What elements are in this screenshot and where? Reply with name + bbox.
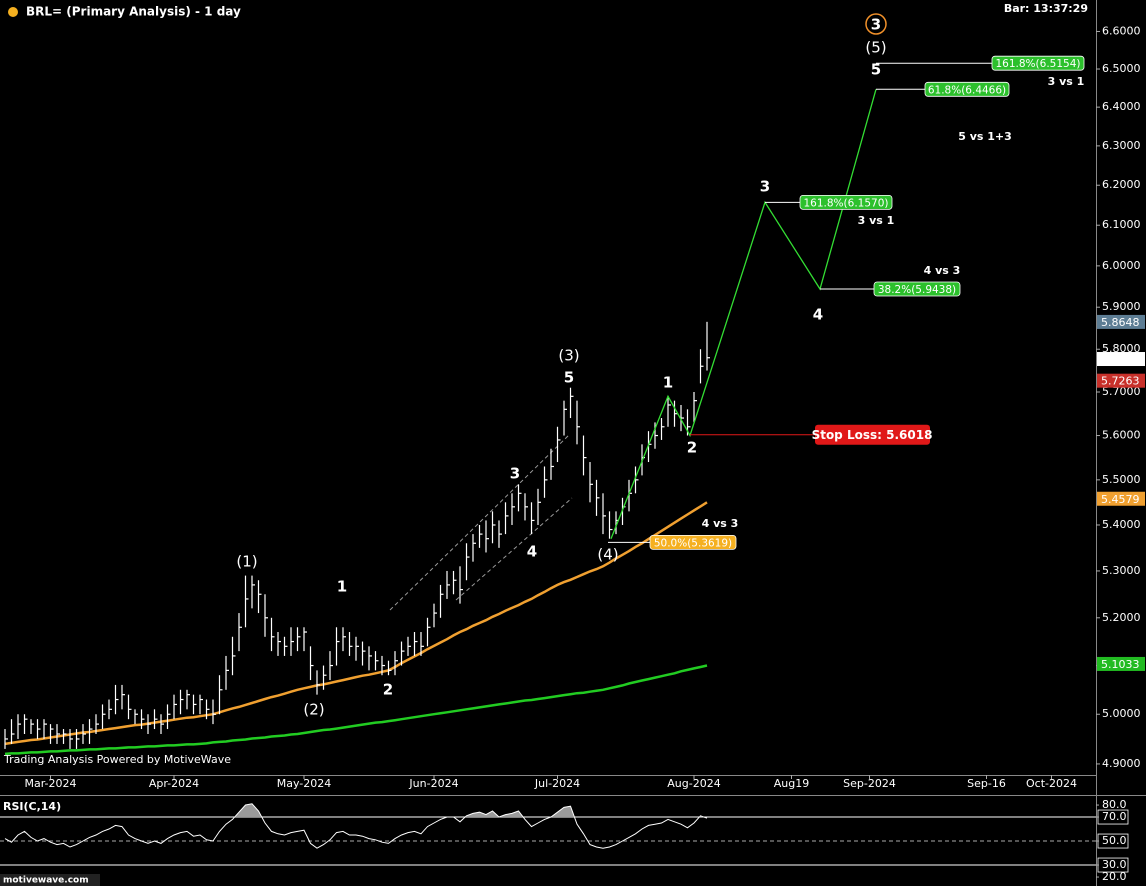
y-tick-label: 5.7000	[1102, 385, 1141, 398]
chart-title: BRL= (Primary Analysis) - 1 day	[26, 5, 241, 19]
fib-note: 4 vs 3	[702, 517, 739, 530]
wave-label: (3)	[558, 347, 579, 365]
price-flag-label: 5.7263	[1101, 375, 1140, 388]
moving-average	[4, 664, 708, 756]
x-tick-label: Aug19	[774, 777, 809, 790]
fib-box	[991, 55, 1085, 71]
rsi-title: RSI(C,14)	[3, 800, 61, 813]
x-tick-label: Aug-2024	[667, 777, 720, 790]
wave-label: 4	[813, 306, 823, 324]
rsi-tick-label: 70.0	[1102, 810, 1127, 823]
x-tick-label: Oct-2024	[1026, 777, 1077, 790]
y-tick-label: 6.1000	[1102, 218, 1141, 231]
x-tick-label: Mar-2024	[24, 777, 76, 790]
fib-box	[649, 534, 737, 550]
y-tick-label: 5.0000	[1102, 707, 1141, 720]
price-flag-label: 5.1033	[1101, 658, 1140, 671]
rsi-tick-label: 80.0	[1102, 798, 1127, 811]
fib-label: 50.0%(5.3619)	[654, 537, 732, 549]
y-tick-label: 5.9000	[1102, 300, 1141, 313]
wave-label: 2	[383, 681, 393, 699]
fib-note: 3 vs 1	[1048, 75, 1085, 88]
fib-label: 161.8%(6.5154)	[996, 58, 1081, 70]
fib-box	[924, 81, 1010, 97]
wave-label: (5)	[865, 39, 886, 57]
wave-label: (4)	[597, 546, 618, 564]
price-flag-label: 5.8648	[1101, 316, 1140, 329]
bar-time: Bar: 13:37:29	[1004, 2, 1088, 15]
wave-label: 2	[687, 439, 697, 457]
price-flag	[1097, 491, 1145, 506]
fib-note: 5 vs 1+3	[958, 130, 1012, 143]
site: motivewave.com	[3, 876, 89, 886]
x-tick-label: Sep-2024	[843, 777, 896, 790]
wave-label: (2)	[303, 701, 324, 719]
credit: Trading Analysis Powered by MotiveWave	[3, 753, 231, 766]
wave-label: 1	[663, 374, 673, 392]
wave-label: 1	[337, 578, 347, 596]
stop-loss-box	[815, 424, 930, 445]
rsi-tick-label: 20.0	[1102, 870, 1127, 883]
y-tick-label: 5.6000	[1102, 429, 1141, 442]
x-tick-label: May-2024	[277, 777, 332, 790]
wave-label: 4	[527, 543, 537, 561]
price-flag-label: 5.7770	[1101, 353, 1140, 366]
y-tick-label: 5.2000	[1102, 611, 1141, 624]
y-tick-label: 5.5000	[1102, 473, 1141, 486]
wave-label: (1)	[236, 553, 257, 571]
site-badge	[0, 874, 100, 886]
y-tick-label: 5.3000	[1102, 564, 1141, 577]
wave-projection	[610, 89, 877, 539]
wave-label: 5	[564, 369, 574, 387]
fib-box	[873, 281, 961, 297]
rsi-tick-label: 30.0	[1102, 858, 1127, 871]
rsi-line	[4, 803, 708, 849]
x-tick-label: Apr-2024	[149, 777, 199, 790]
status-dot	[8, 7, 18, 17]
y-tick-label: 5.4000	[1102, 518, 1141, 531]
channel-line	[455, 497, 573, 601]
y-tick-label: 6.5000	[1102, 62, 1141, 75]
fib-label: 61.8%(6.4466)	[928, 84, 1006, 96]
wave-label: 3	[510, 465, 520, 483]
price-flag	[1097, 656, 1145, 671]
y-tick-label: 5.8000	[1102, 342, 1141, 355]
price-flag	[1097, 314, 1145, 329]
y-tick-label: 6.6000	[1102, 24, 1141, 37]
y-tick-label: 4.9000	[1102, 757, 1141, 770]
fib-label: 161.8%(6.1570)	[804, 197, 889, 209]
price-plot	[4, 89, 877, 756]
price-flag-label: 5.4579	[1101, 493, 1140, 506]
y-tick-label: 6.0000	[1102, 259, 1141, 272]
wave-label: 3	[871, 16, 881, 34]
x-tick-label: Jul-2024	[534, 777, 580, 790]
y-tick-label: 6.2000	[1102, 178, 1141, 191]
x-tick-label: Sep-16	[967, 777, 1006, 790]
wave-label: 5	[871, 61, 881, 79]
fib-box	[799, 194, 893, 210]
rsi-overbought-fill	[5, 803, 707, 818]
price-flag	[1097, 352, 1145, 367]
fib-note: 4 vs 3	[924, 264, 961, 277]
fib-label: 38.2%(5.9438)	[878, 284, 956, 296]
wave-circle	[865, 13, 887, 35]
rsi-tick-label: 50.0	[1102, 834, 1127, 847]
wave-label: 3	[760, 178, 770, 196]
y-tick-label: 6.4000	[1102, 100, 1141, 113]
y-tick-label: 6.3000	[1102, 139, 1141, 152]
fib-note: 3 vs 1	[858, 214, 895, 227]
moving-average	[4, 501, 708, 746]
x-tick-label: Jun-2024	[408, 777, 458, 790]
price-flag	[1097, 373, 1145, 388]
stop-loss-label: Stop Loss: 5.6018	[812, 428, 933, 442]
